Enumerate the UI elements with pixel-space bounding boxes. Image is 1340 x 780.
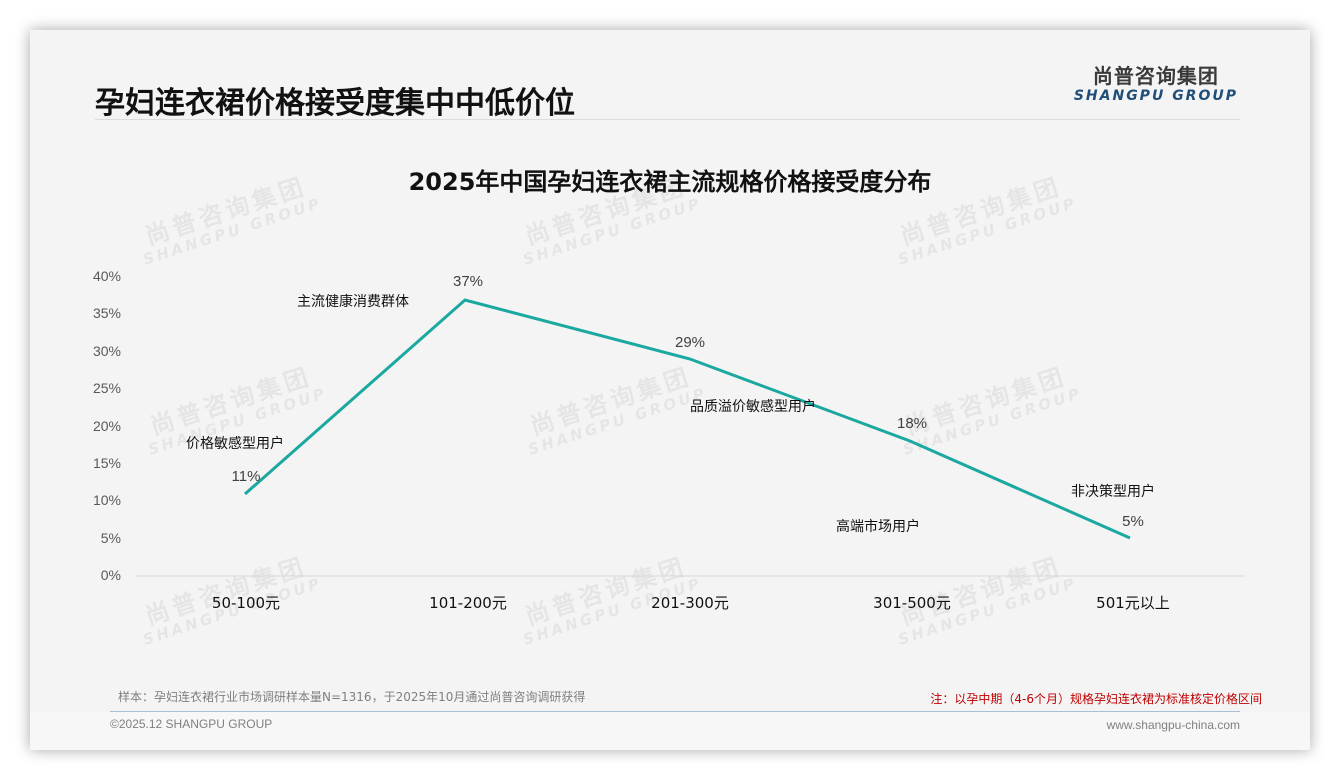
x-tick: 50-100元 (212, 594, 280, 612)
y-tick: 5% (101, 530, 121, 546)
logo-en-text: SHANGPU GROUP (1073, 88, 1238, 104)
data-label: 29% (675, 334, 705, 351)
website-link[interactable]: www.shangpu-china.com (1106, 718, 1240, 732)
data-label: 5% (1122, 513, 1144, 530)
series-line (244, 298, 1131, 540)
y-tick: 10% (93, 492, 121, 508)
annotation-mainstream: 主流健康消费群体 (297, 293, 409, 310)
page-title: 孕妇连衣裙价格接受度集中中低价位 (95, 86, 575, 121)
y-tick: 35% (93, 305, 121, 321)
company-logo: 尚普咨询集团 SHANGPU GROUP (1074, 64, 1238, 104)
x-tick: 501元以上 (1096, 594, 1170, 612)
y-tick: 40% (93, 268, 121, 284)
data-label: 18% (897, 415, 927, 432)
data-label: 11% (232, 468, 261, 485)
x-tick: 301-500元 (873, 594, 951, 612)
y-tick: 25% (93, 380, 121, 396)
footer-divider (110, 711, 1240, 712)
chart-title: 2025年中国孕妇连衣裙主流规格价格接受度分布 (408, 168, 932, 196)
title-divider (95, 119, 1240, 120)
x-tick: 201-300元 (651, 594, 729, 612)
x-axis: 50-100元 101-200元 201-300元 301-500元 501元以… (212, 594, 1170, 612)
methodology-note: 注：以孕中期（4-6个月）规格孕妇连衣裙为标准核定价格区间 (930, 692, 1262, 706)
y-axis: 0% 5% 10% 15% 20% 25% 30% 35% 40% (93, 268, 121, 583)
annotation-price-sensitive: 价格敏感型用户 (186, 435, 284, 452)
logo-cn-text: 尚普咨询集团 (1092, 64, 1219, 88)
sample-note: 样本：孕妇连衣裙行业市场调研样本量N=1316，于2025年10月通过尚普咨询调… (118, 690, 586, 704)
annotation-high-end: 高端市场用户 (836, 518, 920, 535)
annotation-non-decision: 非决策型用户 (1071, 483, 1155, 500)
y-tick: 20% (93, 418, 121, 434)
x-tick: 101-200元 (429, 594, 507, 612)
slide-card: 尚普咨询集团 SHANGPU GROUP 尚普咨询集团 SHANGPU GROUP … (30, 30, 1310, 750)
footer-band (30, 712, 1310, 750)
y-tick: 30% (93, 343, 121, 359)
y-tick: 0% (101, 567, 121, 583)
data-label: 37% (453, 273, 483, 290)
annotation-quality-premium: 品质溢价敏感型用户 (690, 398, 816, 415)
y-tick: 15% (93, 455, 121, 471)
copyright-text: ©2025.12 SHANGPU GROUP (110, 717, 273, 731)
line-chart: 0% 5% 10% 15% 20% 25% 30% 35% 40% 11% 37… (93, 268, 1245, 612)
